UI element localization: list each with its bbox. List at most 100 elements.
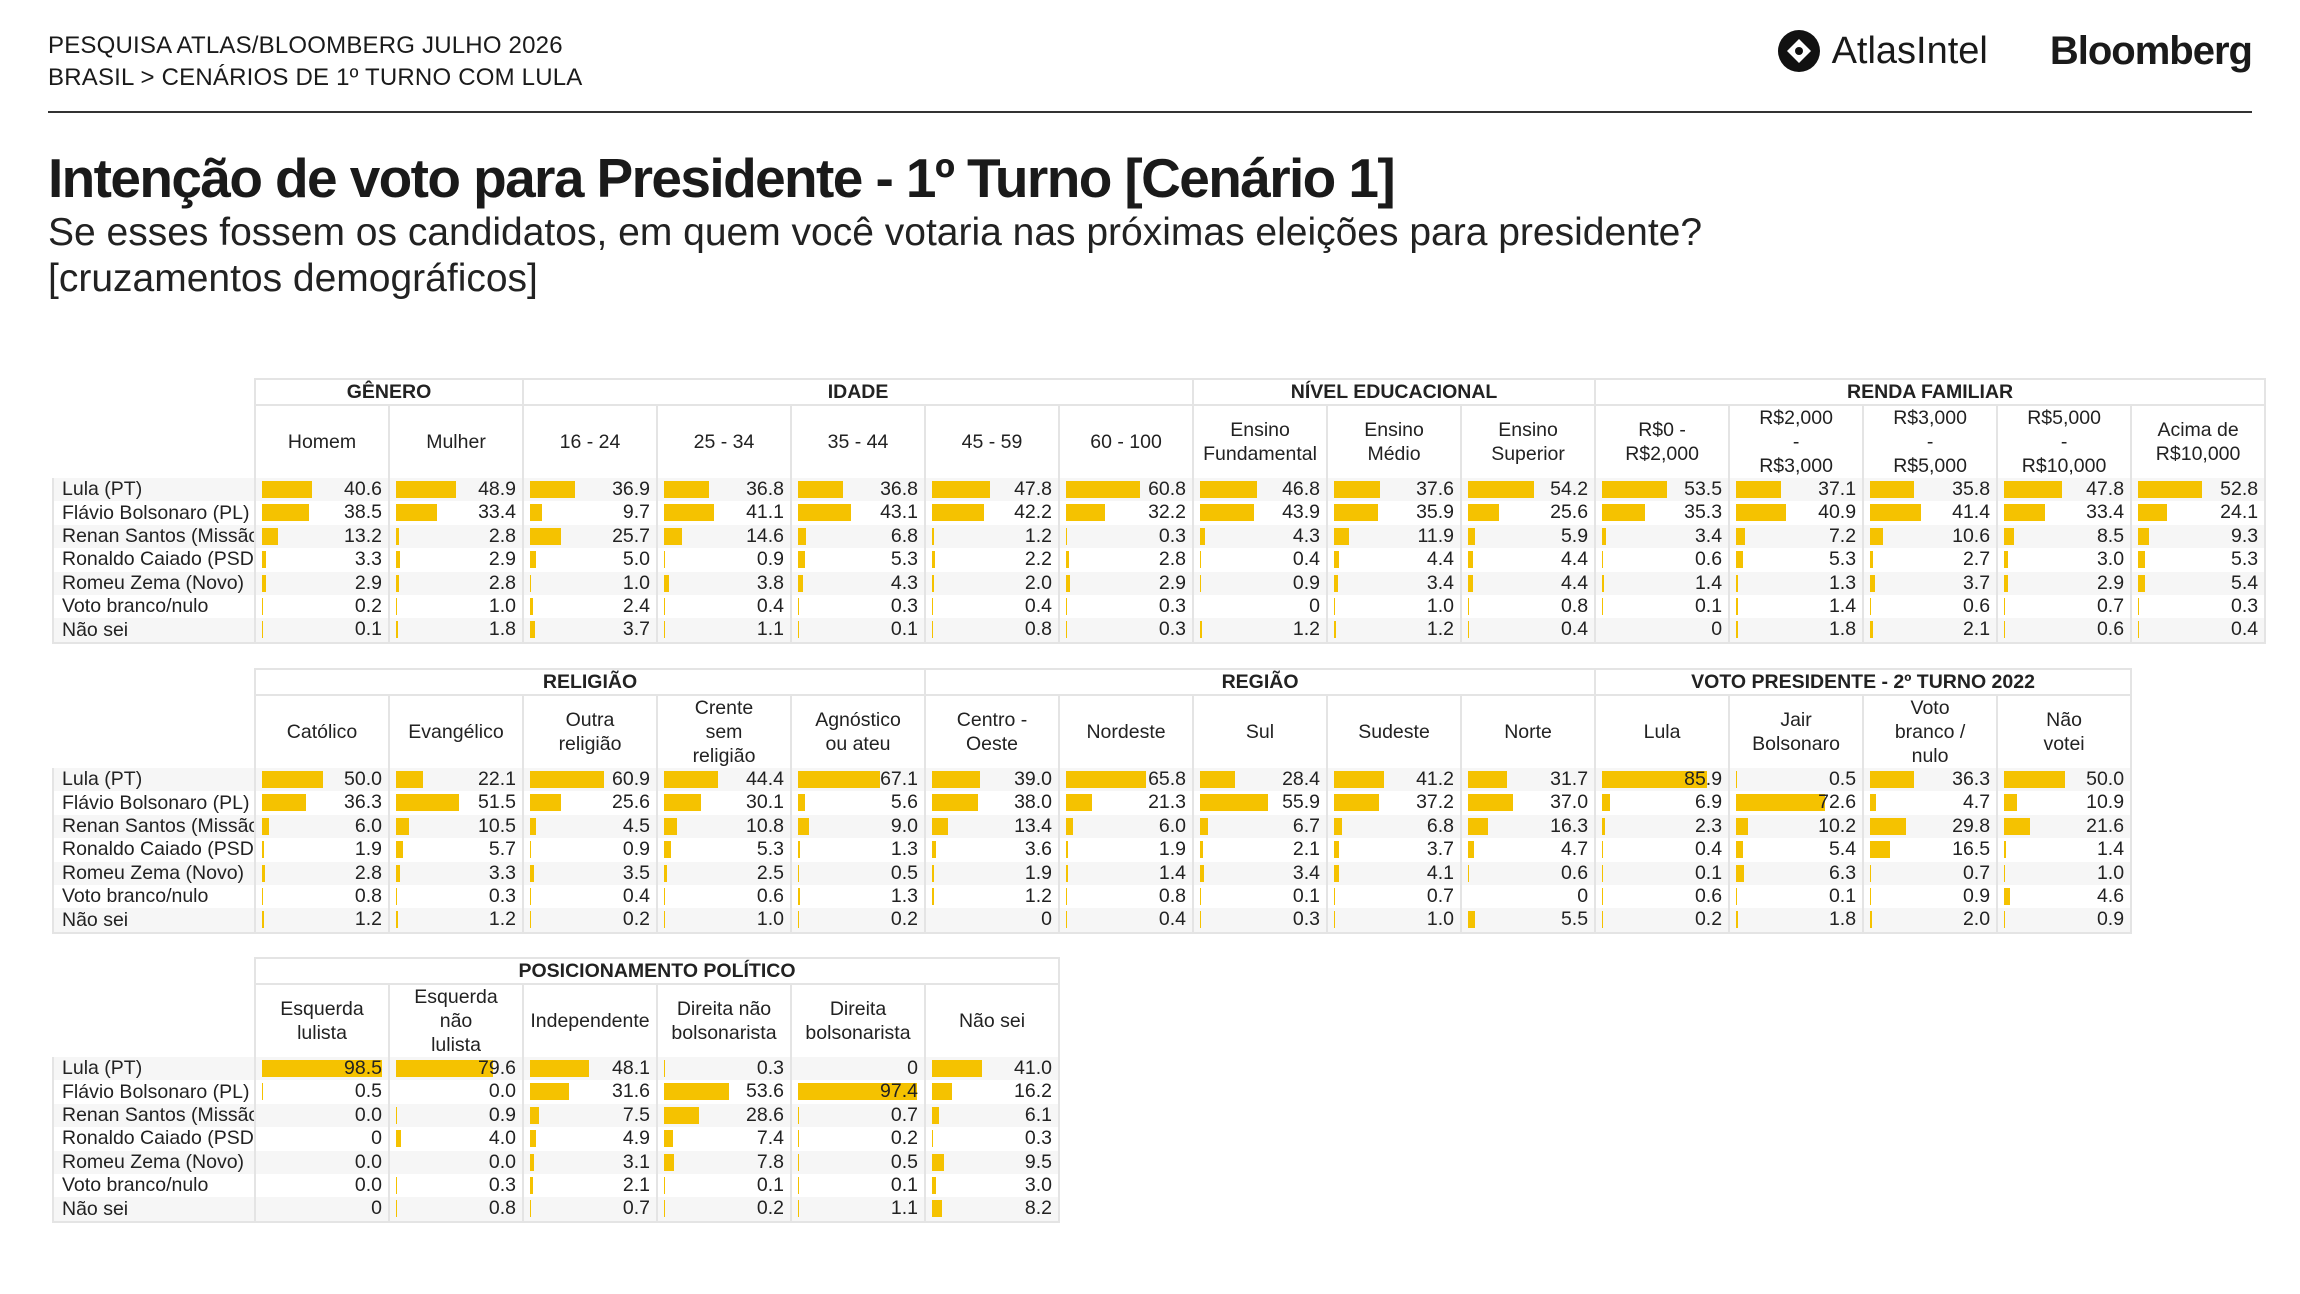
value-bar xyxy=(932,551,935,569)
table-row: Romeu Zema (Novo) 2.8 3.3 3.5 2.5 0.5 1.9 1.4 3.… xyxy=(52,861,2133,885)
value-bar xyxy=(798,504,851,522)
value-label: 0.6 xyxy=(756,884,784,907)
value-bar xyxy=(530,574,532,592)
value-label: 6.9 xyxy=(1694,791,1723,814)
table-cell: 1.0 xyxy=(1326,908,1462,934)
value-bar xyxy=(932,1106,940,1124)
value-bar xyxy=(1468,481,1535,498)
table-row: Flávio Bolsonaro (PL) 36.3 51.5 25.6 30.1 5.6… xyxy=(52,791,2133,815)
table-cell: 2.8 xyxy=(387,571,524,595)
value-label: 21.6 xyxy=(2086,814,2125,837)
table-cell: 1.9 xyxy=(924,861,1060,885)
value-bar xyxy=(664,504,715,522)
value-bar xyxy=(798,574,804,592)
table-cell: 35.3 xyxy=(1594,501,1730,525)
value-bar xyxy=(798,1200,800,1218)
column-header: 16 - 24 xyxy=(522,404,659,478)
table-cell: 31.7 xyxy=(1460,768,1596,792)
value-bar xyxy=(396,771,423,788)
value-label: 16.5 xyxy=(1952,838,1991,861)
table-cell: 42.2 xyxy=(924,501,1060,525)
table-cell: 1.1 xyxy=(656,618,792,644)
table-cell: 2.7 xyxy=(1862,548,1998,572)
value-bar xyxy=(2138,504,2168,522)
value-label: 0.9 xyxy=(622,838,650,861)
table-cell: 0.5 xyxy=(1728,768,1864,792)
value-bar xyxy=(530,864,535,882)
value-label: 55.9 xyxy=(1282,791,1321,814)
table-cell: 1.8 xyxy=(1728,618,1864,644)
value-label: 7.2 xyxy=(1828,524,1857,547)
value-label: 3.0 xyxy=(1024,1173,1052,1196)
table-cell: 6.7 xyxy=(1192,814,1328,839)
value-label: 37.0 xyxy=(1550,791,1589,814)
value-bar xyxy=(2004,864,2006,882)
value-bar xyxy=(664,1083,730,1101)
value-bar xyxy=(1602,841,1603,859)
table-row: Romeu Zema (Novo) 0.0 0.0 3.1 7.8 0.5 9.5 xyxy=(52,1150,1060,1174)
value-label: 38.0 xyxy=(1014,791,1053,814)
value-bar xyxy=(932,597,933,615)
value-bar xyxy=(664,1130,673,1148)
value-bar xyxy=(1066,551,1070,569)
value-label: 10.9 xyxy=(2086,791,2125,814)
row-label-flavio-bolsonaro-pl: Flávio Bolsonaro (PL) xyxy=(52,791,255,815)
table-cell: 13.2 xyxy=(254,524,389,549)
table-cell: 0.0 xyxy=(254,1103,389,1128)
column-header: Esquerda não lulista xyxy=(388,983,524,1057)
table-cell: 4.4 xyxy=(1460,548,1596,572)
table-cell: 3.7 xyxy=(1326,838,1462,862)
value-bar xyxy=(1334,771,1385,788)
value-label: 5.9 xyxy=(1560,524,1589,547)
table-cell: 35.9 xyxy=(1326,501,1462,525)
value-label: 0.8 xyxy=(1024,618,1053,641)
value-label: 60.9 xyxy=(612,768,650,790)
value-label: 2.8 xyxy=(354,861,382,884)
value-bar xyxy=(262,481,312,498)
table-cell: 85.9 xyxy=(1594,768,1730,792)
table-cell: 0.3 xyxy=(388,884,523,909)
value-label: 0.6 xyxy=(2096,618,2125,641)
table-cell: 0.6 xyxy=(656,884,791,909)
value-label: 5.0 xyxy=(622,548,651,571)
table-cell: 6.0 xyxy=(254,814,389,839)
value-bar xyxy=(798,1083,917,1101)
value-bar xyxy=(1602,771,1707,788)
value-label: 0.8 xyxy=(354,884,382,907)
table-cell: 0.0 xyxy=(388,1080,523,1104)
value-label: 97.4 xyxy=(880,1080,918,1103)
value-label: 43.9 xyxy=(1282,501,1321,524)
table-cell: 0.1 xyxy=(790,1173,925,1198)
row-label-lula-pt: Lula (PT) xyxy=(52,1057,255,1081)
value-label: 32.2 xyxy=(1148,501,1187,524)
value-label: 0.5 xyxy=(354,1080,382,1103)
table-cell: 0.1 xyxy=(1594,594,1730,619)
value-bar xyxy=(932,864,935,882)
value-label: 43.1 xyxy=(880,501,919,524)
value-label: 0.4 xyxy=(1158,908,1187,931)
value-bar xyxy=(798,887,800,905)
table-cell: 97.4 xyxy=(790,1080,925,1104)
table-row: Romeu Zema (Novo) 2.9 2.8 1.0 3.8 4.3 2.0 2.9 0.… xyxy=(52,571,2267,595)
value-label: 41.0 xyxy=(1014,1057,1052,1079)
value-bar xyxy=(1736,817,1749,835)
value-label: 5.3 xyxy=(1828,548,1857,571)
value-label: 0.6 xyxy=(1694,884,1723,907)
table-cell: 0.2 xyxy=(789,908,926,934)
table-cell: 5.4 xyxy=(2130,571,2267,595)
value-label: 50.0 xyxy=(2086,768,2125,790)
value-bar xyxy=(2138,621,2139,639)
value-label: 4.3 xyxy=(1292,524,1321,547)
row-label-voto-branco-nulo: Voto branco/nulo xyxy=(52,594,255,619)
value-label: 67.1 xyxy=(880,768,919,790)
table-cell: 60.9 xyxy=(522,768,657,792)
table-cell: 33.4 xyxy=(387,501,524,525)
value-label: 1.0 xyxy=(622,571,651,594)
value-bar xyxy=(262,771,323,788)
table-cell: 3.6 xyxy=(924,838,1060,862)
value-bar xyxy=(1066,504,1106,522)
column-header: Sul xyxy=(1192,694,1329,768)
column-header: Católico xyxy=(254,694,390,768)
page-subtitle: Se esses fossem os candidatos, em quem v… xyxy=(48,210,1702,302)
table-cell: 5.0 xyxy=(522,548,658,572)
